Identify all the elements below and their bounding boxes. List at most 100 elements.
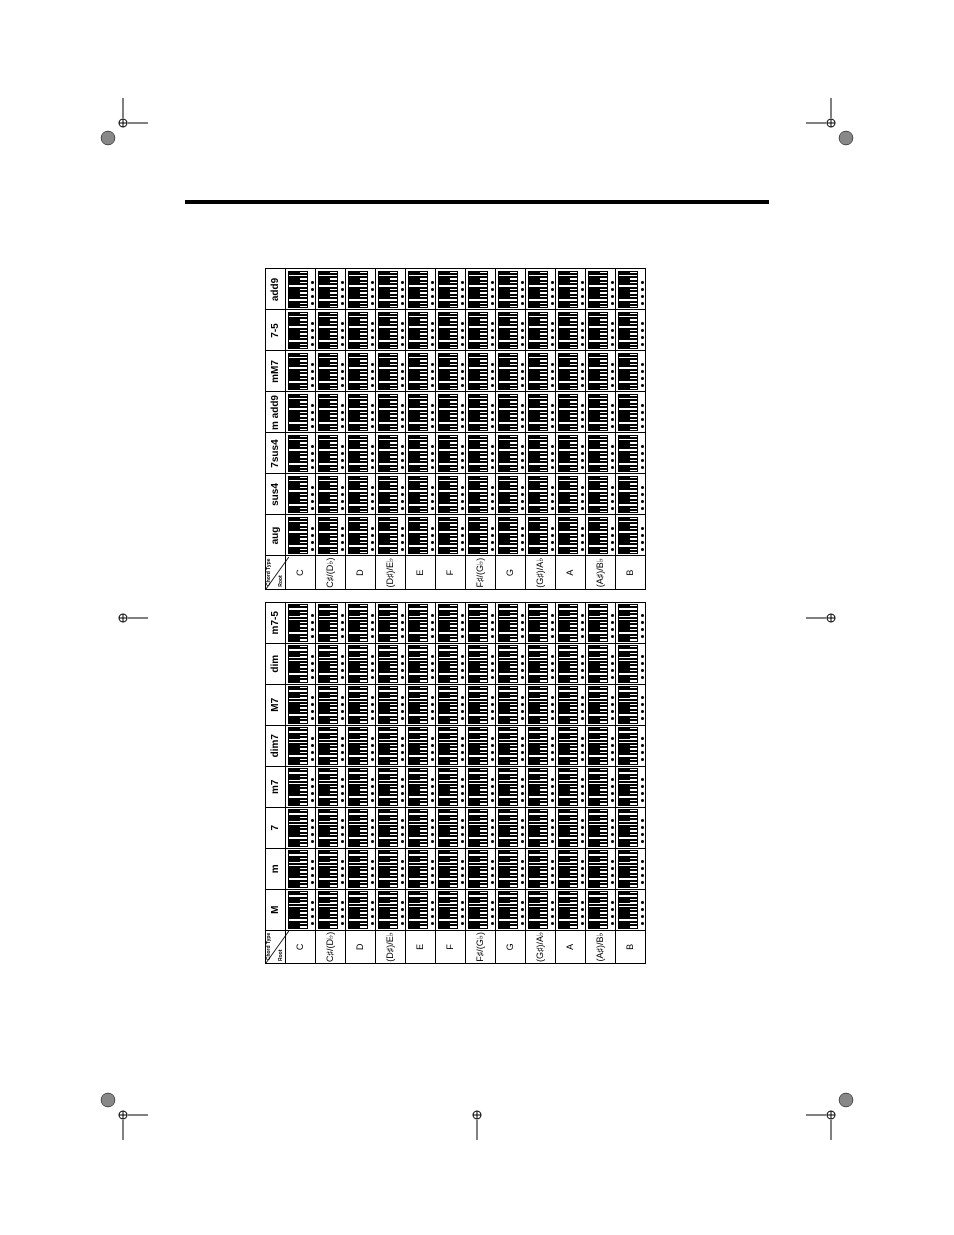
- chord-cell: [556, 474, 586, 515]
- keyboard-diagram: [468, 727, 494, 765]
- keyboard-diagram: [438, 850, 464, 888]
- keyboard-diagram: [528, 686, 554, 724]
- chord-cell: [436, 351, 466, 392]
- chord-cell: [616, 807, 646, 848]
- keyboard-diagram: [558, 809, 584, 847]
- keyboard-diagram: [618, 768, 644, 806]
- chord-cell: [556, 351, 586, 392]
- chord-cell: [616, 433, 646, 474]
- keyboard-diagram: [378, 394, 404, 432]
- keyboard-diagram: [408, 686, 434, 724]
- chord-cell: [286, 310, 316, 351]
- chord-cell: [526, 433, 556, 474]
- keyboard-diagram: [558, 891, 584, 929]
- keyboard-diagram: [438, 435, 464, 473]
- keyboard-diagram: [438, 271, 464, 309]
- chord-cell: [316, 433, 346, 474]
- chord-cell: [406, 310, 436, 351]
- keyboard-diagram: [618, 891, 644, 929]
- keyboard-diagram: [498, 312, 524, 350]
- chord-cell: [466, 889, 496, 930]
- chord-cell: [406, 766, 436, 807]
- chord-cell: [586, 807, 616, 848]
- chord-cell: [346, 392, 376, 433]
- keyboard-diagram: [528, 768, 554, 806]
- root-header: B: [616, 556, 646, 589]
- chord-cell: [286, 643, 316, 684]
- keyboard-diagram: [378, 353, 404, 391]
- chord-cell: [556, 848, 586, 889]
- crop-mark-tr: [806, 98, 856, 148]
- keyboard-diagram: [288, 435, 314, 473]
- keyboard-diagram: [498, 517, 524, 555]
- keyboard-diagram: [618, 850, 644, 888]
- keyboard-diagram: [408, 476, 434, 514]
- keyboard-diagram: [588, 809, 614, 847]
- chord-cell: [376, 602, 406, 643]
- chord-cell: [286, 433, 316, 474]
- keyboard-diagram: [318, 891, 344, 929]
- keyboard-diagram: [558, 435, 584, 473]
- chord-cell: [346, 351, 376, 392]
- chord-cell: [556, 269, 586, 310]
- keyboard-diagram: [348, 271, 374, 309]
- keyboard-diagram: [528, 517, 554, 555]
- keyboard-diagram: [288, 686, 314, 724]
- keyboard-diagram: [438, 768, 464, 806]
- chord-cell: [466, 433, 496, 474]
- keyboard-diagram: [348, 312, 374, 350]
- chord-cell: [316, 889, 346, 930]
- keyboard-diagram: [408, 271, 434, 309]
- chord-cell: [526, 643, 556, 684]
- root-header: A: [556, 556, 586, 589]
- chord-cell: [556, 310, 586, 351]
- keyboard-diagram: [318, 394, 344, 432]
- chord-cell: [466, 848, 496, 889]
- chord-cell: [376, 474, 406, 515]
- root-header: (D♯)/E♭: [376, 930, 406, 963]
- keyboard-diagram: [588, 686, 614, 724]
- chord-cell: [586, 889, 616, 930]
- chord-cell: [376, 684, 406, 725]
- chord-cell: [436, 269, 466, 310]
- keyboard-diagram: [588, 891, 614, 929]
- chord-cell: [316, 351, 346, 392]
- keyboard-diagram: [498, 809, 524, 847]
- keyboard-diagram: [468, 476, 494, 514]
- chord-cell: [496, 766, 526, 807]
- keyboard-diagram: [618, 394, 644, 432]
- chord-cell: [496, 848, 526, 889]
- root-header: (G♯)/A♭: [526, 930, 556, 963]
- keyboard-diagram: [588, 435, 614, 473]
- chord-cell: [286, 269, 316, 310]
- chord-cell: [286, 807, 316, 848]
- keyboard-diagram: [528, 850, 554, 888]
- chord-cell: [436, 310, 466, 351]
- chord-cell: [526, 889, 556, 930]
- keyboard-diagram: [288, 312, 314, 350]
- keyboard-diagram: [378, 517, 404, 555]
- chord-cell: [556, 392, 586, 433]
- keyboard-diagram: [318, 768, 344, 806]
- chord-cell: [316, 684, 346, 725]
- chord-cell: [406, 351, 436, 392]
- keyboard-diagram: [288, 891, 314, 929]
- chord-cell: [586, 392, 616, 433]
- keyboard-diagram: [438, 517, 464, 555]
- chord-type-header: m add9: [266, 392, 286, 433]
- keyboard-diagram: [318, 727, 344, 765]
- keyboard-diagram: [558, 312, 584, 350]
- keyboard-diagram: [588, 517, 614, 555]
- keyboard-diagram: [498, 645, 524, 683]
- chord-cell: [286, 351, 316, 392]
- keyboard-diagram: [558, 353, 584, 391]
- chord-cell: [466, 269, 496, 310]
- keyboard-diagram: [588, 353, 614, 391]
- keyboard-diagram: [408, 353, 434, 391]
- chord-cell: [376, 433, 406, 474]
- chord-cell: [436, 807, 466, 848]
- chord-cell: [436, 643, 466, 684]
- chord-cell: [526, 351, 556, 392]
- root-header: A: [556, 930, 586, 963]
- chord-type-header: m: [266, 848, 286, 889]
